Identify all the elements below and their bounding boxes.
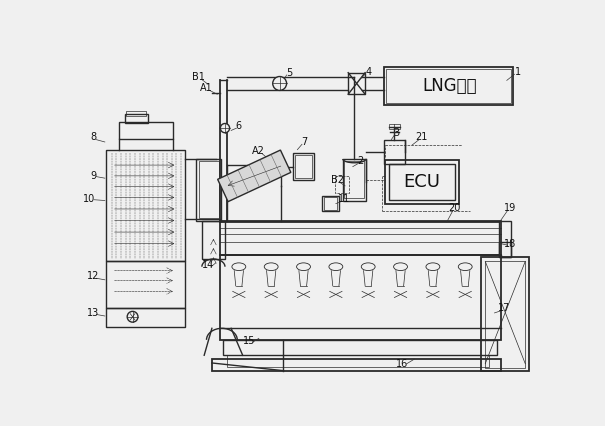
Text: ECU: ECU bbox=[404, 173, 440, 191]
Text: 6: 6 bbox=[236, 121, 242, 131]
Bar bbox=[126, 111, 146, 116]
Text: 1: 1 bbox=[514, 67, 521, 77]
Text: 14: 14 bbox=[202, 260, 214, 270]
Bar bbox=[202, 221, 225, 259]
Polygon shape bbox=[218, 150, 291, 201]
Bar bbox=[197, 159, 221, 221]
Bar bbox=[389, 124, 400, 129]
Text: 19: 19 bbox=[504, 203, 516, 213]
Bar bbox=[344, 161, 364, 198]
Bar bbox=[223, 340, 497, 355]
Bar bbox=[482, 257, 529, 371]
Bar bbox=[322, 196, 339, 211]
Bar bbox=[348, 73, 365, 94]
Text: 18: 18 bbox=[504, 239, 516, 249]
Text: 10: 10 bbox=[83, 194, 96, 204]
Bar bbox=[293, 153, 315, 181]
Bar bbox=[220, 255, 500, 340]
Text: 8: 8 bbox=[90, 132, 96, 142]
Bar bbox=[384, 66, 513, 105]
Text: 20: 20 bbox=[448, 203, 460, 213]
Bar bbox=[295, 155, 312, 178]
Bar bbox=[385, 161, 459, 204]
Text: 2: 2 bbox=[358, 156, 364, 166]
Text: 3: 3 bbox=[394, 128, 400, 138]
Bar bbox=[212, 359, 500, 371]
Bar bbox=[384, 140, 405, 164]
Bar bbox=[499, 221, 511, 257]
Text: 17: 17 bbox=[497, 303, 510, 313]
Bar bbox=[199, 161, 219, 218]
Text: 11: 11 bbox=[338, 194, 350, 204]
Text: 5: 5 bbox=[286, 68, 292, 78]
Text: 13: 13 bbox=[87, 308, 99, 318]
Text: B1: B1 bbox=[192, 72, 205, 82]
Bar bbox=[499, 242, 511, 257]
Bar bbox=[386, 69, 511, 103]
Text: 15: 15 bbox=[243, 337, 255, 346]
Text: 7: 7 bbox=[301, 137, 307, 147]
Bar bbox=[106, 261, 185, 308]
Text: 4: 4 bbox=[365, 67, 371, 77]
Text: 21: 21 bbox=[415, 132, 428, 142]
Text: B2: B2 bbox=[331, 176, 344, 185]
Bar bbox=[106, 150, 185, 261]
Text: A1: A1 bbox=[200, 83, 213, 93]
Bar bbox=[335, 176, 349, 193]
Bar bbox=[227, 355, 489, 367]
Bar bbox=[220, 221, 500, 255]
Bar bbox=[343, 159, 366, 201]
Bar bbox=[119, 122, 174, 139]
Bar bbox=[485, 261, 525, 368]
Bar bbox=[125, 114, 148, 124]
Bar bbox=[324, 197, 338, 210]
Bar bbox=[389, 164, 455, 200]
Circle shape bbox=[273, 77, 287, 90]
Bar bbox=[106, 308, 185, 327]
Text: 12: 12 bbox=[87, 271, 99, 281]
Text: 16: 16 bbox=[396, 359, 408, 369]
Circle shape bbox=[220, 124, 229, 133]
Text: LNG储罐: LNG储罐 bbox=[422, 77, 477, 95]
Text: 9: 9 bbox=[90, 171, 96, 181]
Text: A2: A2 bbox=[252, 146, 266, 156]
